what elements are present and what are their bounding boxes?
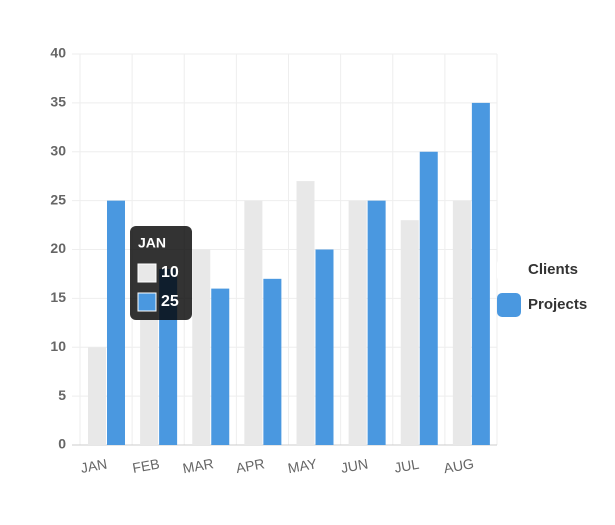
x-tick-label: AUG — [442, 455, 475, 476]
tooltip-swatch — [137, 292, 157, 312]
x-tick-label: MAR — [181, 455, 214, 476]
bar — [211, 288, 230, 445]
legend-label[interactable]: Clients — [528, 261, 578, 278]
bar — [244, 200, 263, 445]
y-tick-label: 35 — [50, 94, 66, 110]
bar — [107, 200, 125, 445]
bar — [452, 200, 471, 445]
y-tick-label: 20 — [50, 240, 66, 256]
bar — [140, 298, 159, 445]
y-tick-label: 30 — [50, 142, 66, 158]
bar — [263, 278, 282, 445]
x-tick-label: FEB — [131, 455, 161, 475]
legend-swatch[interactable] — [497, 293, 521, 317]
legend-label[interactable]: Projects — [528, 296, 587, 313]
bar — [367, 200, 386, 445]
y-tick-label: 10 — [50, 338, 66, 354]
y-tick-label: 5 — [58, 387, 66, 403]
x-tick-label: JUL — [393, 456, 421, 476]
bar — [296, 181, 315, 445]
x-tick-label: JAN — [79, 456, 108, 476]
bar — [419, 151, 438, 445]
tooltip: JAN 10 25 — [130, 226, 192, 320]
y-tick-label: 40 — [50, 45, 66, 61]
y-tick-label: 25 — [50, 191, 66, 207]
x-tick-label: JUN — [340, 455, 370, 475]
legend-swatch[interactable] — [497, 258, 521, 282]
y-tick-label: 15 — [50, 289, 66, 305]
legend: Clients Projects — [497, 258, 587, 317]
bar — [315, 249, 334, 445]
bar — [88, 347, 106, 445]
y-tick-label: 0 — [58, 436, 66, 452]
tooltip-swatch — [137, 263, 157, 283]
x-tick-label: APR — [235, 455, 266, 476]
tooltip-title: JAN — [138, 235, 166, 251]
bar — [348, 200, 367, 445]
tooltip-value: 25 — [161, 293, 179, 310]
bar — [192, 249, 211, 445]
tooltip-value: 10 — [161, 264, 179, 281]
bar — [471, 102, 490, 445]
bar — [400, 220, 419, 445]
x-tick-label: MAY — [287, 455, 319, 476]
